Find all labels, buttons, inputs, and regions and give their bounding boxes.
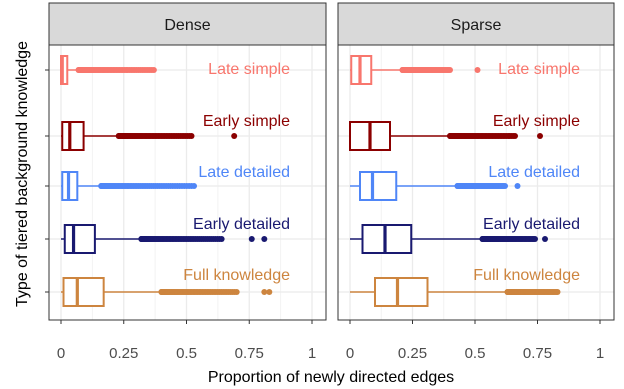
facet-strip bbox=[48, 2, 327, 46]
series-label: Full knowledge bbox=[473, 267, 580, 284]
facet-panels: Dense Late simple Early simple Late detaile… bbox=[45, 2, 615, 362]
x-tick-label: 1 bbox=[596, 345, 604, 362]
panel-border bbox=[337, 44, 615, 321]
series-label: Early detailed bbox=[483, 216, 580, 233]
x-tick-label: 0.75 bbox=[523, 345, 552, 362]
facet-strip-title: Sparse bbox=[451, 17, 502, 34]
outlier-point bbox=[447, 67, 453, 73]
y-axis-title: Type of tiered background knowledge bbox=[14, 41, 31, 307]
box-full-knowledge: Full knowledge bbox=[61, 267, 290, 307]
facet-strip bbox=[337, 2, 615, 46]
x-tick-label: 1 bbox=[308, 345, 316, 362]
x-tick-label: 0 bbox=[346, 345, 354, 362]
outlier-point bbox=[150, 67, 157, 73]
outlier-point bbox=[537, 133, 543, 139]
series-label: Late detailed bbox=[198, 164, 290, 181]
iqr-box bbox=[361, 224, 413, 254]
x-tick-label: 0.25 bbox=[109, 345, 138, 362]
x-tick-label: 0.5 bbox=[465, 345, 486, 362]
outlier-point bbox=[514, 183, 521, 189]
box-full-knowledge: Full knowledge bbox=[350, 267, 580, 307]
box-early-detailed: Early detailed bbox=[350, 216, 580, 254]
x-tick-label: 0.25 bbox=[398, 345, 427, 362]
outlier-point bbox=[233, 289, 240, 295]
series-label: Early simple bbox=[493, 113, 580, 130]
box-early-simple: Early simple bbox=[61, 113, 290, 151]
outlier-point bbox=[532, 236, 538, 242]
outlier-point bbox=[266, 289, 273, 295]
outlier-point bbox=[248, 236, 255, 242]
panel-background bbox=[49, 45, 326, 320]
iqr-box bbox=[61, 121, 85, 151]
panel-dense: Dense Late simple Early simple Late detaile… bbox=[48, 2, 327, 362]
outlier-point bbox=[191, 183, 198, 189]
outlier-point bbox=[542, 236, 548, 242]
box-late-simple: Late simple bbox=[60, 55, 290, 85]
x-axis-title: Proportion of newly directed edges bbox=[208, 369, 454, 386]
outlier-point bbox=[261, 289, 268, 295]
series-label: Full knowledge bbox=[183, 267, 290, 284]
facet-strip-title: Dense bbox=[164, 17, 210, 34]
series-label: Late detailed bbox=[488, 164, 580, 181]
panel-border bbox=[48, 44, 327, 321]
panel-sparse: Sparse Late simple Early simple Late detail… bbox=[337, 2, 615, 362]
outlier-point bbox=[502, 183, 508, 189]
iqr-box bbox=[62, 277, 105, 307]
box-late-simple: Late simple bbox=[350, 55, 580, 85]
box-early-detailed: Early detailed bbox=[61, 216, 290, 254]
iqr-box bbox=[359, 171, 398, 201]
outlier-point bbox=[512, 133, 518, 139]
box-early-simple: Early simple bbox=[349, 113, 580, 151]
box-late-detailed: Late detailed bbox=[61, 164, 290, 201]
series-label: Early detailed bbox=[193, 216, 290, 233]
outlier-point bbox=[231, 133, 238, 139]
outlier-point bbox=[261, 236, 268, 242]
x-tick-label: 0 bbox=[57, 345, 65, 362]
box-late-detailed: Late detailed bbox=[350, 164, 580, 201]
outlier-point bbox=[218, 236, 225, 242]
x-tick-label: 0.75 bbox=[235, 345, 264, 362]
outlier-point bbox=[474, 67, 481, 73]
outlier-point bbox=[554, 289, 561, 295]
iqr-box bbox=[374, 277, 429, 307]
iqr-box bbox=[63, 224, 96, 254]
outlier-point bbox=[188, 133, 195, 139]
series-label: Late simple bbox=[208, 61, 290, 78]
x-tick-label: 0.5 bbox=[176, 345, 197, 362]
series-label: Late simple bbox=[498, 61, 580, 78]
series-label: Early simple bbox=[203, 113, 290, 130]
